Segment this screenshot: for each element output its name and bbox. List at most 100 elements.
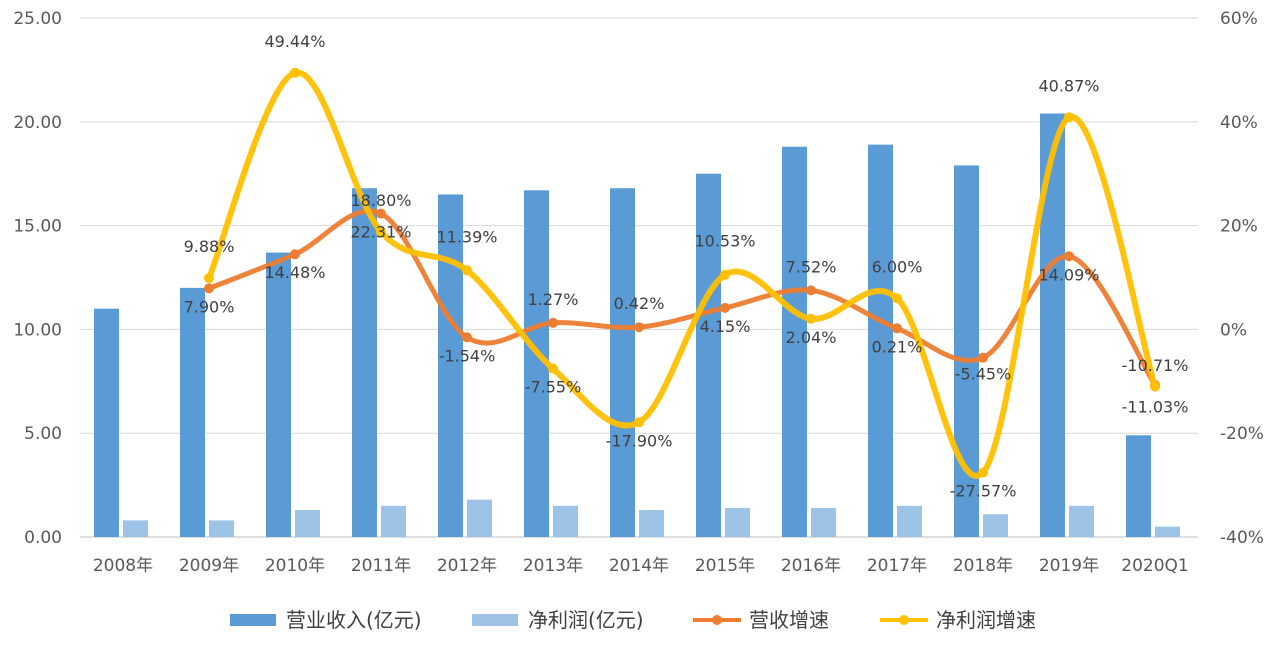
net-profit-growth-label: 11.39% xyxy=(436,227,497,246)
revenue-bar xyxy=(1126,435,1151,537)
revenue-bar xyxy=(94,308,119,537)
category-label: 2009年 xyxy=(179,556,239,576)
net-profit-bar xyxy=(811,507,836,537)
data-labels: 7.90% 14.48% 22.31% -1.54% 1.27% 0.42% 4.15% 7.… xyxy=(184,32,1189,501)
revenue-growth-label: 4.15% xyxy=(700,317,751,336)
net-profit-bar xyxy=(639,510,664,537)
right-tick-label: 20% xyxy=(1220,217,1258,237)
left-tick-label: 10.00 xyxy=(13,320,62,340)
right-tick-label: 60% xyxy=(1220,9,1258,29)
category-axis: 2008年 2009年 2010年 2011年 2012年 2013年 2014年 2015年… xyxy=(93,556,1189,576)
net-profit-growth-point xyxy=(376,226,386,237)
net-profit-bar xyxy=(123,520,148,537)
left-tick-label: 5.00 xyxy=(24,424,62,444)
revenue-bar xyxy=(782,146,807,537)
legend-item: 净利润增速 xyxy=(880,608,1036,632)
category-label: 2013年 xyxy=(523,556,583,576)
revenue-growth-point xyxy=(290,249,300,260)
net-profit-bar xyxy=(1155,526,1180,537)
net-profit-growth-label: 10.53% xyxy=(694,232,755,251)
revenue-growth-label: 1.27% xyxy=(528,290,579,309)
category-label: 2017年 xyxy=(867,556,927,576)
revenue-growth-point xyxy=(634,322,644,333)
left-tick-label: 15.00 xyxy=(13,217,62,237)
legend-label: 营收增速 xyxy=(749,608,829,632)
revenue-growth-point xyxy=(548,317,558,328)
legend-label: 净利润增速 xyxy=(936,608,1036,632)
net-profit-bar xyxy=(209,520,234,537)
net-profit-bar xyxy=(897,505,922,537)
revenue-bar xyxy=(610,188,635,537)
net-profit-growth-point xyxy=(1150,381,1160,392)
legend-swatch xyxy=(472,614,518,626)
left-tick-label: 0.00 xyxy=(24,528,62,548)
net-profit-growth-point xyxy=(892,293,902,304)
right-tick-label: -40% xyxy=(1220,528,1264,548)
category-label: 2011年 xyxy=(351,556,411,576)
revenue-growth-point xyxy=(204,283,214,294)
net-profit-growth-label: 2.04% xyxy=(786,328,837,347)
net-profit-growth-point xyxy=(978,467,988,478)
revenue-growth-point xyxy=(376,208,386,219)
legend-marker xyxy=(712,615,722,625)
net-profit-growth-point xyxy=(634,417,644,428)
category-label: 2016年 xyxy=(781,556,841,576)
net-profit-growth-point xyxy=(462,265,472,276)
revenue-growth-point xyxy=(462,332,472,343)
legend-label: 营业收入(亿元) xyxy=(286,608,422,632)
net-profit-bar xyxy=(295,510,320,537)
category-label: 2014年 xyxy=(609,556,669,576)
revenue-growth-label: 0.42% xyxy=(614,294,665,313)
net-profit-growth-point xyxy=(290,67,300,78)
net-profit-bar xyxy=(983,514,1008,537)
net-profit-growth-label: -17.90% xyxy=(606,431,673,450)
net-profit-growth-label: -27.57% xyxy=(950,481,1017,500)
net-profit-growth-label: -7.55% xyxy=(525,378,582,397)
revenue-bar xyxy=(180,287,205,537)
category-label: 2010年 xyxy=(265,556,325,576)
net-profit-growth-point xyxy=(1064,112,1074,123)
revenue-bar xyxy=(266,252,291,537)
left-tick-label: 25.00 xyxy=(13,9,62,29)
net-profit-growth-label: 9.88% xyxy=(184,237,235,256)
right-tick-label: -20% xyxy=(1220,424,1264,444)
net-profit-growth-point xyxy=(204,273,214,284)
revenue-growth-point xyxy=(892,323,902,334)
net-profit-bar xyxy=(725,507,750,537)
revenue-growth-label: 7.52% xyxy=(786,257,837,276)
revenue-growth-point xyxy=(978,352,988,363)
revenue-growth-label: -10.71% xyxy=(1122,356,1189,375)
right-tick-label: 40% xyxy=(1220,113,1258,133)
legend-marker xyxy=(899,615,909,625)
right-axis: -40% -20% 0% 20% 40% 60% xyxy=(1220,9,1264,548)
revenue-growth-label: 22.31% xyxy=(350,223,411,242)
left-axis: 0.00 5.00 10.00 15.00 20.00 25.00 xyxy=(13,9,62,548)
net-profit-bar xyxy=(467,499,492,537)
net-profit-bar xyxy=(381,505,406,537)
net-profit-growth-label: -11.03% xyxy=(1122,398,1189,417)
net-profit-bar xyxy=(1069,505,1094,537)
revenue-bar xyxy=(1040,113,1065,537)
category-label: 2008年 xyxy=(93,556,153,576)
legend-item: 营收增速 xyxy=(693,608,829,632)
revenue-bar xyxy=(868,144,893,538)
bars xyxy=(94,113,1180,538)
revenue-growth-point xyxy=(1064,251,1074,262)
revenue-growth-label: -5.45% xyxy=(955,365,1012,384)
category-label: 2020Q1 xyxy=(1121,556,1188,576)
net-profit-growth-label: 18.80% xyxy=(350,191,411,210)
revenue-growth-label: 7.90% xyxy=(184,297,235,316)
net-profit-growth-label: 6.00% xyxy=(872,257,923,276)
legend-item: 净利润(亿元) xyxy=(472,608,644,632)
revenue-bar xyxy=(696,173,721,537)
net-profit-growth-point xyxy=(720,269,730,280)
right-tick-label: 0% xyxy=(1220,320,1247,340)
net-profit-growth-label: 40.87% xyxy=(1038,76,1099,95)
revenue-growth-point xyxy=(720,302,730,313)
revenue-growth-label: 0.21% xyxy=(872,337,923,356)
legend-item: 营业收入(亿元) xyxy=(230,608,422,632)
category-label: 2012年 xyxy=(437,556,497,576)
legend-label: 净利润(亿元) xyxy=(528,608,644,632)
net-profit-bar xyxy=(553,505,578,537)
